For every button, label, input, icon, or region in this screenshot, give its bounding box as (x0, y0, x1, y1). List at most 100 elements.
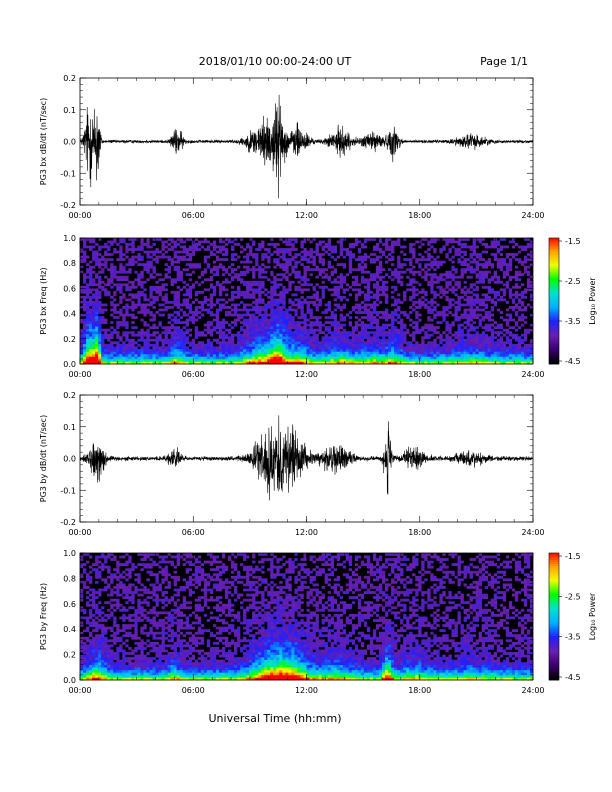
spectrogram-cell (436, 348, 440, 352)
spectrogram-cell (240, 313, 244, 317)
spectrogram-cell (303, 361, 307, 365)
spectrogram-cell (255, 255, 259, 259)
spectrogram-cell (415, 326, 419, 330)
spectrogram-cell (297, 336, 301, 340)
spectrogram-cell (466, 295, 470, 299)
spectrogram-cell (466, 321, 470, 324)
spectrogram-cell (191, 318, 196, 322)
spectrogram-cell (511, 343, 516, 347)
spectrogram-cell (451, 323, 455, 327)
spectrogram-cell (412, 303, 416, 307)
spectrogram-cell (119, 285, 123, 289)
colorbar-step (549, 301, 559, 304)
spectrogram-cell (276, 273, 280, 277)
spectrogram-cell (134, 248, 138, 251)
spectrogram-cell (161, 243, 165, 246)
spectrogram-cell (161, 348, 165, 352)
spectrogram-cell (315, 243, 319, 246)
spectrogram-cell (119, 255, 123, 259)
spectrogram-cell (360, 331, 365, 335)
spectrogram-cell (499, 336, 504, 340)
spectrogram-cell (339, 308, 344, 312)
spectrogram-cell (185, 306, 190, 309)
spectrogram-cell (182, 346, 186, 350)
spectrogram-cell (116, 288, 120, 292)
spectrogram-cell (375, 346, 380, 350)
spectrogram-cell (475, 316, 479, 319)
spectrogram-cell (125, 351, 129, 355)
spectrogram-cell (83, 331, 87, 335)
spectrogram-cell (194, 361, 199, 365)
spectrogram-cell (200, 301, 205, 304)
spectrogram-cell (215, 353, 220, 357)
spectrogram-cell (306, 323, 310, 327)
spectrogram-cell (176, 265, 180, 269)
spectrogram-cell (375, 323, 380, 327)
spectrogram-cell (354, 293, 359, 297)
spectrogram-cell (303, 268, 307, 272)
spectrogram-cell (273, 301, 277, 304)
spectrogram-cell (231, 275, 235, 279)
spectrogram-cell (134, 348, 138, 352)
spectrogram-cell (436, 260, 440, 264)
spectrogram-cell (369, 343, 374, 347)
spectrogram-cell (478, 308, 482, 312)
spectrogram-cell (282, 285, 286, 289)
spectrogram-cell (273, 293, 277, 297)
spectrogram-cell (176, 331, 180, 335)
spectrogram-cell (149, 358, 153, 362)
spectrogram-cell (101, 348, 105, 352)
spectrogram-cell (231, 308, 235, 312)
spectrogram-cell (457, 361, 461, 365)
spectrogram-cell (472, 303, 476, 307)
spectrogram-cell (466, 245, 470, 249)
spectrogram-cell (487, 298, 492, 302)
spectrogram-cell (185, 313, 190, 317)
spectrogram-cell (137, 311, 141, 314)
spectrogram-cell (158, 348, 162, 352)
spectrogram-cell (206, 356, 211, 360)
spectrogram-cell (457, 275, 461, 279)
spectrogram-cell (128, 356, 132, 360)
spectrogram-cell (385, 313, 389, 317)
spectrogram-cell (463, 270, 467, 274)
spectrogram-cell (321, 268, 325, 272)
spectrogram-cell (409, 270, 413, 274)
spectrogram-cell (409, 250, 413, 254)
spectrogram-cell (170, 283, 174, 287)
spectrogram-cell (363, 285, 368, 289)
spectrogram-cell (279, 361, 283, 365)
spectrogram-cell (363, 255, 368, 259)
spectrogram-cell (451, 343, 455, 347)
spectrogram-cell (83, 308, 87, 312)
spectrogram-cell (472, 338, 476, 342)
spectrogram-cell (436, 238, 440, 241)
spectrogram-cell (200, 341, 205, 345)
spectrogram-cell (342, 280, 347, 284)
spectrogram-cell (288, 250, 292, 254)
spectrogram-cell (110, 275, 114, 279)
spectrogram-cell (243, 248, 247, 251)
spectrogram-cell (385, 238, 389, 241)
spectrogram-cell (312, 361, 316, 365)
spectrogram-cell (221, 245, 226, 249)
spectrogram-cell (394, 243, 398, 246)
spectrogram-cell (140, 311, 144, 314)
spectrogram-cell (366, 333, 371, 337)
spectrogram-cell (270, 243, 274, 246)
spectrogram-cell (418, 328, 422, 332)
spectrogram-cell (176, 290, 180, 294)
spectrogram-cell (493, 336, 498, 340)
spectrogram-cell (125, 285, 129, 289)
spectrogram-cell (397, 258, 401, 261)
spectrogram-cell (182, 336, 186, 340)
spectrogram-cell (221, 306, 226, 309)
spectrogram-cell (360, 333, 365, 337)
spectrogram-cell (366, 270, 371, 274)
spectrogram-cell (382, 285, 386, 289)
spectrogram-cell (176, 343, 180, 347)
spectrogram-cell (161, 303, 165, 307)
spectrogram-cell (92, 328, 96, 332)
spectrogram-cell (125, 245, 129, 249)
spectrogram-cell (86, 346, 90, 350)
